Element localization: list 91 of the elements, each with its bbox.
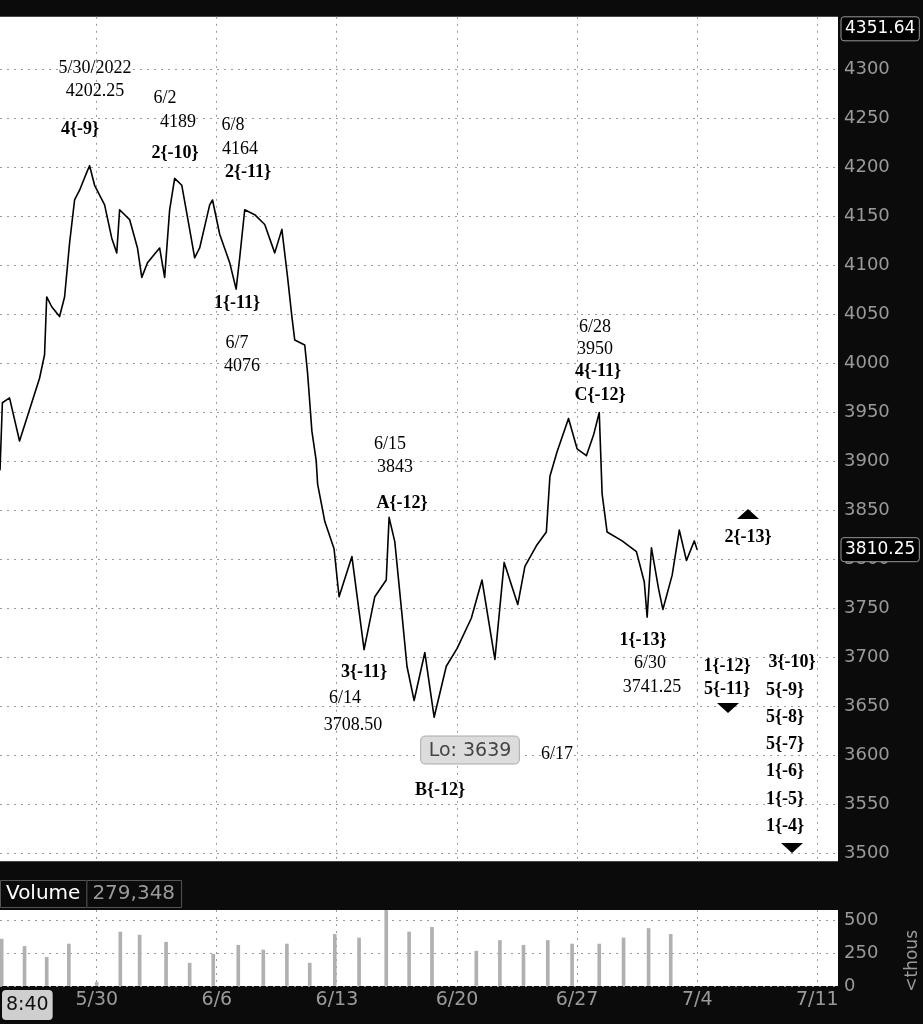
annotation: C{-12}	[574, 383, 626, 404]
y-tick-label: 500	[844, 907, 879, 929]
y-tick-label: 3950	[844, 400, 890, 422]
bar	[332, 934, 337, 986]
y-tick-label: 3700	[844, 645, 890, 667]
x-tick-label: 6/6	[201, 987, 233, 1010]
annotation: 2{-11}	[224, 160, 272, 181]
y-tick-label: 4250	[844, 106, 890, 128]
y-tick-label: 4000	[844, 351, 890, 373]
x-tick-label: 6/20	[435, 987, 479, 1010]
annotation: 5{-9}	[765, 678, 805, 699]
annotation: 4{-11}	[574, 359, 622, 380]
x-tick-label: 5/30	[75, 987, 119, 1010]
y-tick-label: 3550	[844, 792, 890, 814]
x-tick-label: 7/11	[795, 987, 839, 1010]
annotation: 1{-13}	[619, 628, 667, 649]
annotation: 3843	[377, 455, 413, 476]
bar	[384, 910, 389, 986]
text: Volume	[6, 880, 81, 905]
annotation: 5{-8}	[765, 705, 805, 726]
annotation: 5/30/2022	[58, 56, 132, 77]
y-tick-label: 3500	[844, 841, 890, 863]
bar	[545, 940, 550, 986]
x-tick-label: 7/4	[681, 987, 713, 1010]
annotation: 2{-10}	[151, 141, 199, 162]
bar	[94, 982, 99, 986]
bar	[211, 953, 216, 986]
annotation: 1{-4}	[765, 814, 805, 835]
bar	[67, 943, 71, 986]
bar	[597, 943, 602, 986]
annotation: 4076	[224, 354, 260, 375]
y-tick-label: 4100	[844, 253, 890, 275]
text: 279,348	[92, 880, 176, 905]
annotation: 3950	[577, 337, 613, 358]
x-tick-label: 6/13	[315, 987, 359, 1010]
bar	[236, 944, 241, 986]
y-tick-label: 250	[844, 940, 879, 962]
bar	[474, 950, 479, 986]
y-tick-label: 3600	[844, 743, 890, 765]
y-tick-label: 3900	[844, 449, 890, 471]
bar	[44, 956, 49, 986]
y-axis-title: <thous	[901, 929, 922, 992]
y-tick-label: 0	[844, 973, 856, 995]
text: 8:40	[6, 991, 49, 1014]
annotation: 3{-10}	[768, 650, 816, 671]
annotation: 4{-9}	[60, 117, 100, 138]
annotation: B{-12}	[414, 778, 466, 799]
x-tick-label: 6/27	[555, 987, 599, 1010]
annotation: 1{-12}	[703, 654, 751, 675]
bar	[668, 934, 673, 986]
bar	[261, 949, 266, 986]
bar	[307, 962, 312, 986]
annotation: 4189	[160, 110, 196, 131]
bar	[430, 926, 434, 986]
text: 3810.25	[845, 538, 916, 559]
annotation: A{-12}	[376, 491, 428, 512]
annotation: 1{-5}	[765, 787, 805, 808]
annotation: 6/30	[633, 651, 667, 672]
y-tick-label: 4300	[844, 57, 890, 79]
y-tick-label: 4200	[844, 155, 890, 177]
bar	[118, 931, 123, 986]
annotation: 6/28	[578, 315, 612, 336]
annotation: 4202.25	[65, 79, 125, 100]
annotation: Lo: 3639	[428, 737, 512, 760]
annotation: 6/2	[153, 86, 177, 107]
bar	[407, 931, 411, 986]
annotation: 6/8	[221, 113, 245, 134]
y-tick-label: 3750	[844, 596, 890, 618]
y-tick-label: 3650	[844, 694, 890, 716]
annotation: 5{-7}	[765, 732, 805, 753]
annotation: 1{-11}	[213, 291, 261, 312]
bar	[498, 940, 502, 986]
annotation: 6/14	[328, 686, 362, 707]
y-tick-label: 4150	[844, 204, 890, 226]
annotation: 1{-6}	[765, 759, 805, 780]
annotation: 2{-13}	[724, 525, 772, 546]
annotation: 3{-11}	[340, 660, 388, 681]
bar	[285, 943, 289, 986]
bar	[357, 937, 361, 986]
annotation: 4164	[222, 137, 258, 158]
annotation: 3741.25	[622, 675, 682, 696]
annotation: 3708.50	[323, 713, 383, 734]
text: 4351.64	[845, 17, 916, 38]
bar	[164, 941, 168, 986]
annotation: 6/17	[540, 742, 574, 763]
annotation: 5{-11}	[703, 677, 751, 698]
annotation: 6/15	[373, 432, 407, 453]
y-tick-label: 3850	[844, 498, 890, 520]
bar	[570, 943, 574, 986]
annotation: 6/7	[225, 331, 249, 352]
y-tick-label: 4050	[844, 302, 890, 324]
